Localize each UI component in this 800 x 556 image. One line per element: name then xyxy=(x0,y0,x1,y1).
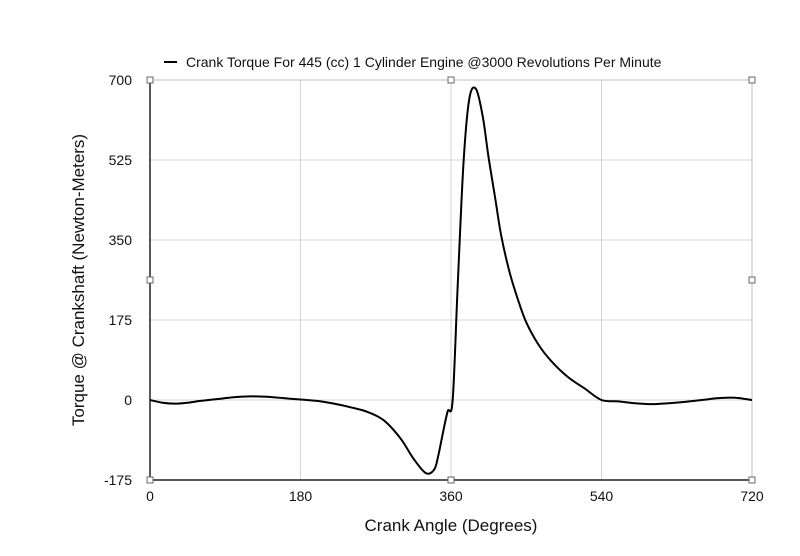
y-tick-label: 525 xyxy=(109,152,133,168)
selection-handle[interactable] xyxy=(447,476,455,484)
selection-handle[interactable] xyxy=(146,476,154,484)
x-tick-label: 180 xyxy=(289,488,313,504)
legend-label: Crank Torque For 445 (cc) 1 Cylinder Eng… xyxy=(186,54,662,70)
x-tick-label: 540 xyxy=(590,488,614,504)
series-line xyxy=(149,86,753,475)
x-tick-labels: 0 180 360 540 720 xyxy=(146,488,764,504)
selection-handle[interactable] xyxy=(447,76,455,84)
legend: Crank Torque For 445 (cc) 1 Cylinder Eng… xyxy=(164,54,662,70)
selection-handles[interactable] xyxy=(146,76,756,484)
x-tick-label: 720 xyxy=(740,488,764,504)
x-axis-title: Crank Angle (Degrees) xyxy=(365,516,538,535)
selection-handle[interactable] xyxy=(748,76,756,84)
x-tick-label: 0 xyxy=(146,488,154,504)
y-tick-label: 700 xyxy=(109,72,133,88)
y-tick-label: 350 xyxy=(109,232,133,248)
selection-handle[interactable] xyxy=(748,476,756,484)
x-tick-label: 360 xyxy=(439,488,463,504)
y-tick-label: -175 xyxy=(104,472,132,488)
grid-layer xyxy=(150,80,752,480)
y-tick-label: 175 xyxy=(109,312,133,328)
selection-handle[interactable] xyxy=(146,76,154,84)
selection-handle[interactable] xyxy=(146,276,154,284)
y-tick-labels: -175 0 175 350 525 700 xyxy=(104,72,132,488)
y-axis-title: Torque @ Crankshaft (Newton-Meters) xyxy=(69,134,88,426)
y-tick-label: 0 xyxy=(124,392,132,408)
selection-handle[interactable] xyxy=(748,276,756,284)
series-layer xyxy=(149,86,753,475)
